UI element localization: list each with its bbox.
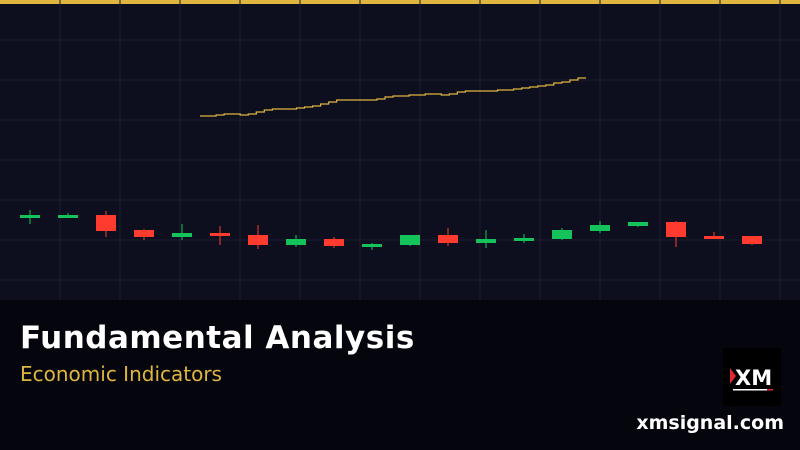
candle-body bbox=[96, 215, 116, 231]
candle-body bbox=[20, 215, 40, 218]
price-line bbox=[200, 77, 586, 117]
candle-body bbox=[552, 230, 572, 239]
svg-text:XM: XM bbox=[735, 366, 772, 390]
site-url: xmsignal.com bbox=[636, 412, 784, 434]
top-accent-bar bbox=[0, 0, 800, 4]
candle-body bbox=[248, 235, 268, 245]
candle-body bbox=[704, 236, 724, 239]
candle-body bbox=[362, 244, 382, 247]
xm-logo: XM bbox=[723, 348, 781, 406]
candle-body bbox=[476, 239, 496, 243]
candle-body bbox=[400, 235, 420, 245]
candlestick-chart bbox=[0, 0, 800, 300]
candle-body bbox=[514, 238, 534, 241]
candle-body bbox=[324, 239, 344, 246]
candle-body bbox=[210, 233, 230, 236]
candle-body bbox=[58, 215, 78, 218]
banner-title: Fundamental Analysis bbox=[20, 320, 415, 356]
candle-body bbox=[438, 235, 458, 243]
candle-body bbox=[742, 236, 762, 244]
candle-body bbox=[590, 225, 610, 231]
candle-body bbox=[666, 222, 686, 237]
candle-body bbox=[172, 233, 192, 237]
candle-body bbox=[628, 222, 648, 226]
candle-body bbox=[286, 239, 306, 245]
banner-subtitle: Economic Indicators bbox=[20, 362, 222, 386]
caption-panel bbox=[0, 300, 800, 450]
candle-body bbox=[134, 230, 154, 237]
